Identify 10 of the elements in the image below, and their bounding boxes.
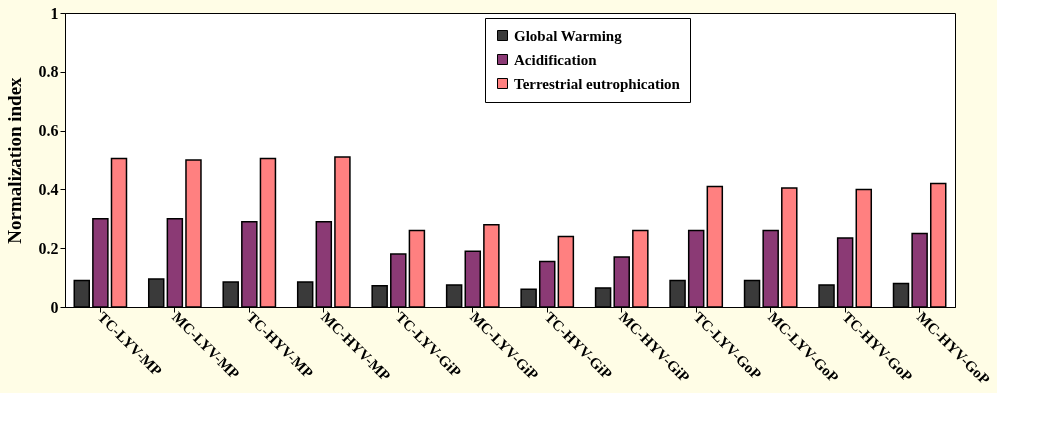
y-tick-label: 0.4 — [38, 180, 59, 198]
y-tick-label: 0.8 — [38, 63, 59, 81]
y-tick-label: 0.2 — [38, 239, 59, 257]
legend-label: Global Warming — [514, 27, 623, 44]
y-axis-title: Normalization index — [3, 76, 25, 244]
y-tick-label: 1 — [50, 4, 59, 22]
legend-label: Terrestrial eutrophication — [514, 75, 681, 92]
legend-label: Acidification — [514, 51, 598, 68]
y-tick-label: 0 — [50, 298, 59, 316]
y-tick-label: 0.6 — [38, 122, 59, 140]
